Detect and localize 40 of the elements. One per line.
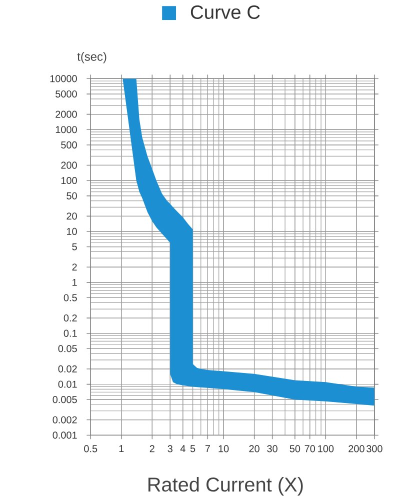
y-tick-label: 10 (66, 228, 77, 235)
x-tick-label: 1 (119, 445, 124, 452)
x-tick-label: 100 (318, 445, 334, 452)
x-tick-label: 20 (249, 445, 260, 452)
y-tick-label: 10000 (50, 75, 77, 82)
legend-label: Curve C (190, 5, 260, 19)
y-tick-label: 1 (72, 278, 77, 286)
x-tick-label: 5 (190, 445, 195, 452)
x-tick-label: 2 (150, 445, 154, 452)
x-tick-label: 50 (290, 445, 300, 452)
y-tick-label: 1000 (56, 126, 77, 134)
x-tick-label: 200 (348, 445, 364, 452)
x-tick-label: 300 (366, 445, 382, 452)
y-tick-label: 5000 (55, 90, 77, 98)
y-tick-label: 0.001 (52, 432, 77, 439)
x-axis-title: Rated Current (X) (148, 477, 303, 496)
y-tick-label: 0.002 (52, 416, 77, 424)
y-tick-label: 20 (66, 212, 77, 220)
y-tick-label: 0.01 (58, 380, 77, 388)
y-tick-label: 0.02 (58, 365, 77, 372)
y-tick-label: 200 (61, 162, 77, 169)
y-tick-label: 2 (72, 264, 77, 271)
y-tick-label: 0.005 (52, 396, 77, 404)
x-tick-label: 30 (266, 445, 278, 452)
y-tick-label: 50 (66, 192, 77, 200)
x-tick-label: 0.5 (84, 445, 97, 452)
y-tick-label: 2000 (55, 110, 77, 118)
x-tick-label: 70 (304, 445, 315, 452)
y-tick-label: 0.05 (58, 345, 77, 352)
y-tick-label: 0.1 (64, 330, 77, 337)
x-tick-label: 10 (218, 445, 229, 452)
y-tick-label: 500 (60, 141, 77, 148)
y-tick-label: 5 (72, 243, 77, 250)
x-tick-label: 4 (180, 445, 186, 452)
y-tick-label: 100 (61, 177, 77, 184)
x-tick-label: 3 (168, 445, 172, 452)
y-tick-label: 0.5 (64, 294, 77, 302)
y-tick-label: 0.2 (64, 314, 77, 322)
x-tick-label: 7 (205, 445, 210, 452)
y-axis-title: t(sec) (77, 52, 106, 64)
